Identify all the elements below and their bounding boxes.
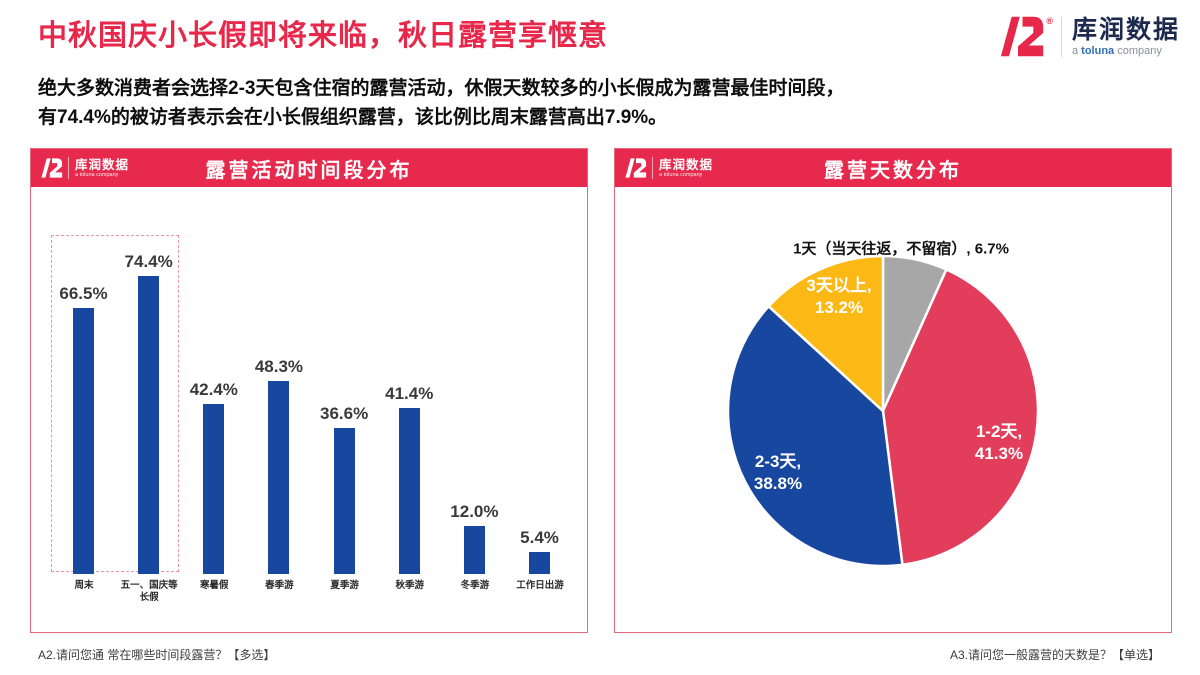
company-logo: ® 库润数据 a toluna company: [1000, 14, 1180, 59]
registered-mark: ®: [1046, 16, 1053, 26]
kurun-r-logo-icon: [625, 158, 647, 178]
bar-category-label: 工作日出游: [516, 580, 564, 591]
bar-chart: 66.5% 周末 74.4% 五一、国庆等 长假 42.4% 寒暑假 48.3% 春季游 36.…: [31, 187, 587, 632]
mini-logo: 库润数据 a toluna company: [625, 157, 713, 179]
bar-value-label: 66.5%: [59, 284, 108, 303]
pie-slice: [726, 305, 904, 568]
logo-divider: [1060, 16, 1062, 57]
bar-value-label: 41.4%: [385, 384, 434, 404]
page-title: 中秋国庆小长假即将来临，秋日露营享惬意: [38, 20, 609, 52]
bar-category-label: 夏季游: [330, 580, 359, 591]
bar: [333, 427, 355, 574]
bar: [138, 276, 160, 574]
question-note-a2: A2.请问您通 常在哪些时间段露营？【多选】: [38, 648, 276, 662]
mini-logo-text: 库润数据 a toluna company: [75, 157, 130, 178]
bar-value-label: 74.4%: [124, 252, 173, 272]
bar-category-label: 寒暑假: [200, 580, 229, 591]
bar-value-label: 48.3%: [254, 356, 304, 376]
pie-slice: [881, 268, 1040, 567]
bar-chart-title: 露营活动时间段分布: [205, 159, 413, 182]
bar-value-label: 36.6%: [319, 403, 369, 423]
bar-chart-card: 露营活动时间段分布 库润数据 a toluna company 66.5% 周末 7…: [30, 148, 588, 633]
pie-slice: [767, 254, 885, 413]
bar-column: 5.4%: [507, 528, 572, 574]
pie-slices: [726, 254, 1040, 568]
kurun-r-logo-icon: [41, 158, 63, 178]
pie-chart-header: 露营天数分布 库润数据 a toluna company: [615, 149, 1171, 187]
bar: [73, 308, 94, 574]
bar-category-label: 秋季游: [395, 580, 424, 591]
logo-name: 库润数据: [1071, 15, 1180, 44]
bar: [268, 380, 290, 574]
logo-name: 库润数据: [75, 157, 130, 172]
logo-text: 库润数据 a toluna company: [1072, 17, 1180, 57]
bar-category-label: 春季游: [265, 580, 294, 591]
pie-slice-label: 2-3天, 38.8%: [753, 452, 803, 493]
bar-value-label: 42.4%: [189, 380, 238, 400]
pie-chart: 1天（当天往返，不留宿）, 6.7% 1-2天, 41.3% 2-3天, 38.8%…: [615, 187, 1171, 632]
bar-column: 12.0%: [442, 502, 507, 574]
bar: [203, 404, 225, 574]
bar-column: 41.4%: [377, 384, 442, 574]
bar-column: 42.4%: [181, 380, 246, 574]
logo-divider: [68, 157, 69, 179]
logo-divider: [652, 157, 653, 179]
bar: [463, 526, 485, 574]
subtitle-line-1: 绝大多数消费者会选择2-3天包含住宿的露营活动，休假天数较多的小长假成为露营最佳…: [38, 78, 845, 99]
logo-name: 库润数据: [659, 157, 714, 172]
bar-column: 74.4%: [116, 252, 181, 574]
highlight-dashed-box: [51, 235, 179, 572]
pie-slice-label: 3天以上, 13.2%: [806, 276, 872, 317]
key-findings-text: 绝大多数消费者会选择2-3天包含住宿的露营活动，休假天数较多的小长假成为露营最佳…: [38, 74, 844, 132]
pie-slice-label: 1天（当天往返，不留宿）, 6.7%: [793, 240, 1009, 258]
question-note-a3: A3.请问您一般露营的天数是？【单选】: [949, 648, 1160, 662]
logo-tagline: a toluna company: [659, 171, 703, 178]
pie-chart-title: 露营天数分布: [824, 159, 962, 182]
mini-logo-text: 库润数据 a toluna company: [659, 157, 714, 178]
bar: [529, 552, 551, 574]
pie-chart-card: 露营天数分布 库润数据 a toluna company 1天（当天往返，不留宿…: [614, 148, 1172, 633]
bar-value-label: 5.4%: [520, 528, 559, 548]
bar-column: 48.3%: [246, 357, 311, 574]
mini-logo: 库润数据 a toluna company: [41, 157, 129, 179]
logo-tagline: a toluna company: [1071, 44, 1162, 57]
pie-slice-label: 1-2天, 41.3%: [974, 422, 1024, 463]
bar-chart-header: 露营活动时间段分布 库润数据 a toluna company: [31, 149, 587, 187]
subtitle-line-2: 有74.4%的被访者表示会在小长假组织露营，该比例比周末露营高出7.9%。: [38, 107, 668, 128]
bar-column: 36.6%: [312, 404, 377, 574]
kurun-r-logo-icon: [1001, 16, 1044, 57]
logo-tagline: a toluna company: [75, 171, 119, 178]
bar-category-label: 五一、国庆等 长假: [120, 580, 178, 603]
bar: [398, 408, 420, 574]
toluna-brand: toluna: [1081, 44, 1115, 57]
bar-category-label: 冬季游: [460, 580, 490, 591]
bar-category-label: 周末: [74, 580, 94, 591]
bar-column: 66.5%: [51, 284, 116, 574]
bar-value-label: 12.0%: [450, 502, 499, 521]
